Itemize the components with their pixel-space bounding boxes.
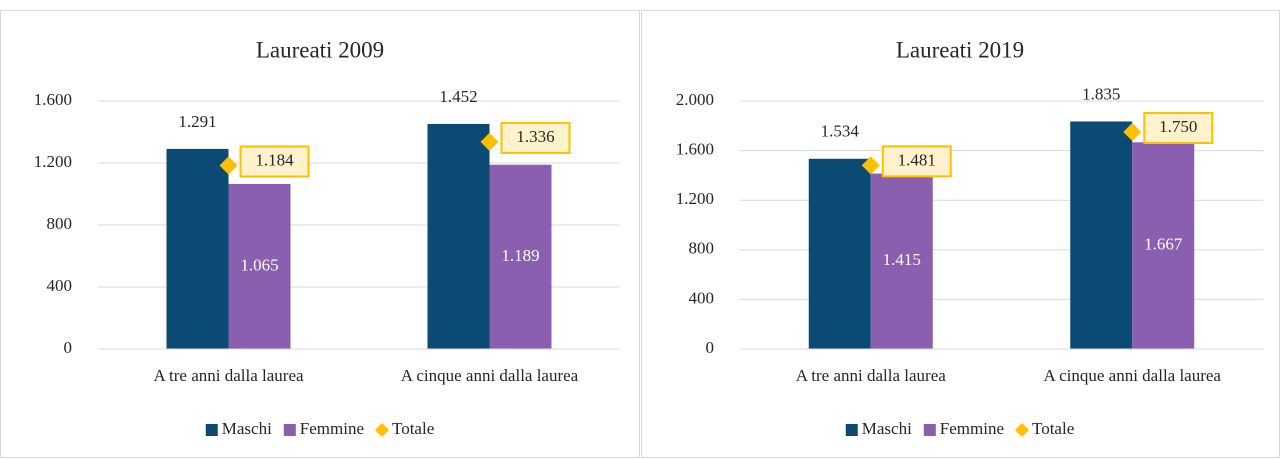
bar: [228, 183, 291, 349]
total-marker: [219, 156, 238, 175]
legend-label: Totale: [392, 419, 434, 438]
bar: [166, 148, 229, 349]
y-tick-label: 1.600: [34, 90, 72, 109]
y-tick-label: 0: [64, 338, 73, 357]
value-label: 1.184: [255, 150, 294, 169]
legend-label: Maschi: [862, 419, 912, 438]
value-label: 1.415: [883, 250, 921, 269]
y-tick-label: 800: [689, 239, 715, 258]
legend-label: Femmine: [940, 419, 1004, 438]
value-label: 1.835: [1082, 84, 1120, 103]
value-label: 1.534: [821, 122, 860, 141]
chart-title: Laureati 2019: [896, 37, 1024, 62]
legend-label: Maschi: [222, 419, 272, 438]
y-tick-label: 1.200: [34, 152, 72, 171]
y-tick-label: 400: [689, 288, 715, 307]
legend-label: Femmine: [300, 419, 364, 438]
label-box: [239, 145, 310, 178]
label-box: [500, 121, 571, 154]
legend-swatch: [923, 424, 936, 436]
x-tick-label: A cinque anni dalla laurea: [401, 366, 579, 385]
legend-swatch: [205, 424, 218, 436]
y-tick-label: 400: [47, 276, 73, 295]
legend-marker: [375, 423, 390, 437]
total-marker: [1123, 123, 1142, 141]
label-box: [1143, 112, 1214, 144]
legend-swatch: [283, 424, 296, 436]
value-label: 1.452: [439, 87, 477, 106]
total-marker: [861, 156, 880, 175]
value-label: 1.291: [178, 112, 216, 131]
bar: [1132, 142, 1195, 349]
bar: [489, 164, 552, 349]
y-tick-label: 2.000: [676, 90, 714, 109]
total-marker: [480, 132, 499, 151]
y-tick-label: 1.200: [676, 189, 714, 208]
y-tick-label: 0: [706, 338, 715, 357]
bar: [808, 158, 871, 349]
value-label: 1.667: [1144, 235, 1183, 254]
bar: [427, 123, 490, 349]
chart-title: Laureati 2009: [256, 37, 384, 62]
value-label: 1.750: [1159, 117, 1197, 136]
legend-label: Totale: [1032, 419, 1074, 438]
y-tick-label: 800: [47, 214, 73, 233]
legend-swatch: [845, 424, 858, 436]
legend-marker: [1015, 423, 1030, 437]
value-label: 1.336: [516, 127, 554, 146]
x-tick-label: A tre anni dalla laurea: [153, 366, 304, 385]
bar: [870, 173, 933, 349]
value-label: 1.189: [501, 246, 539, 265]
y-tick-label: 1.600: [676, 140, 714, 159]
bar: [1070, 121, 1133, 350]
value-label: 1.481: [898, 150, 936, 169]
x-tick-label: A tre anni dalla laurea: [796, 366, 947, 385]
x-tick-label: A cinque anni dalla laurea: [1044, 366, 1222, 385]
label-box: [881, 145, 952, 178]
value-label: 1.065: [240, 255, 278, 274]
